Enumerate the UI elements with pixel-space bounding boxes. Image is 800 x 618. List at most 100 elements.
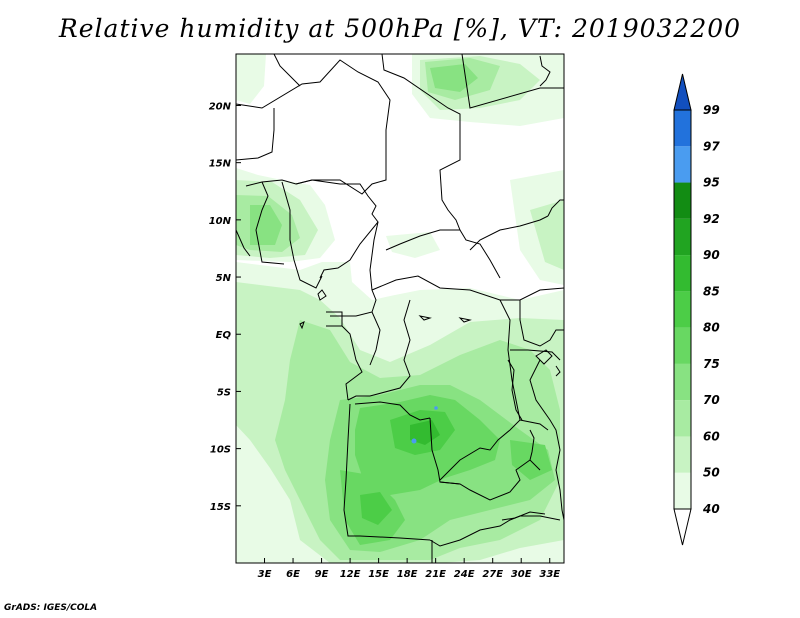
y-tick-label: 5N bbox=[216, 273, 232, 284]
country-border bbox=[529, 359, 564, 521]
humidity-field bbox=[236, 54, 564, 563]
x-tick-label: 15E bbox=[368, 569, 389, 580]
country-border bbox=[236, 229, 251, 257]
colorbar-level-label: 99 bbox=[703, 103, 720, 117]
country-border bbox=[510, 349, 561, 361]
x-tick-label: 30E bbox=[511, 569, 532, 580]
rh-region-peak-2 bbox=[360, 492, 392, 525]
colorbar-segment bbox=[674, 110, 691, 147]
rh-region-north-3 bbox=[430, 64, 478, 92]
map-title: Relative humidity at 500hPa [%], VT: 201… bbox=[58, 14, 742, 43]
country-border bbox=[539, 55, 551, 87]
country-border bbox=[273, 54, 301, 87]
country-border bbox=[330, 221, 379, 317]
country-border bbox=[369, 311, 381, 366]
y-axis: 20N 15N 10N 5N EQ 5S 10S 15S bbox=[209, 101, 241, 513]
y-tick-label: EQ bbox=[216, 330, 232, 341]
x-tick-label: 21E bbox=[425, 569, 446, 580]
colorbar-level-label: 60 bbox=[703, 429, 720, 443]
rh-spot bbox=[434, 406, 438, 410]
island bbox=[317, 289, 327, 301]
x-tick-label: 3E bbox=[258, 569, 272, 580]
colorbar-segment bbox=[674, 291, 691, 328]
island bbox=[299, 321, 305, 330]
rh-region-gulf bbox=[250, 205, 282, 245]
colorbar-level-label: 90 bbox=[703, 248, 720, 262]
colorbar-frame bbox=[673, 109, 692, 510]
y-tick-label: 20N bbox=[209, 101, 232, 112]
colorbar-level-label: 97 bbox=[703, 139, 720, 153]
country-border bbox=[281, 181, 323, 289]
colorbar-level-label: 70 bbox=[703, 393, 720, 407]
country-border bbox=[385, 229, 460, 251]
colorbar-segment bbox=[674, 327, 691, 364]
colorbar-segment bbox=[674, 400, 691, 437]
country-border bbox=[354, 401, 431, 421]
country-border bbox=[519, 300, 564, 347]
colorbar-segment bbox=[674, 255, 691, 292]
country-border bbox=[547, 199, 564, 217]
lake-border bbox=[418, 315, 432, 321]
country-border bbox=[469, 215, 549, 251]
x-axis: 3E 6E 9E 12E 15E 18E 21E 24E 27E 30E 33E bbox=[258, 558, 560, 580]
country-border bbox=[439, 299, 521, 481]
colorbar-segment bbox=[674, 363, 691, 401]
colorbar-low-arrow bbox=[673, 508, 692, 546]
rh-region-chad bbox=[386, 232, 440, 258]
rh-region-east-core bbox=[510, 440, 552, 480]
country-border bbox=[519, 419, 549, 431]
colorbar-level-label: 40 bbox=[702, 502, 720, 516]
colorbar-level-label: 95 bbox=[703, 176, 720, 190]
lake-border bbox=[507, 359, 523, 421]
colorbar-level-label: 75 bbox=[703, 357, 720, 371]
x-tick-label: 24E bbox=[454, 569, 475, 580]
colorbar: 40 50 60 70 75 80 85 90 92 95 97 99 bbox=[673, 73, 720, 546]
lake-border bbox=[458, 317, 472, 323]
grads-credit: GrADS: IGES/COLA bbox=[4, 603, 98, 613]
rh-region-northwest bbox=[236, 54, 266, 104]
country-border bbox=[326, 311, 343, 327]
y-tick-label: 15S bbox=[210, 502, 231, 513]
x-tick-label: 9E bbox=[315, 569, 329, 580]
country-border bbox=[439, 459, 541, 501]
country-border bbox=[429, 515, 561, 547]
rh-spot bbox=[411, 438, 417, 444]
y-tick-label: 5S bbox=[217, 387, 231, 398]
colorbar-segment bbox=[674, 182, 691, 219]
y-tick-label: 10N bbox=[209, 216, 232, 227]
country-border bbox=[343, 403, 431, 541]
x-tick-label: 27E bbox=[482, 569, 503, 580]
colorbar-level-label: 80 bbox=[703, 321, 720, 335]
country-border bbox=[381, 54, 501, 279]
plot-frame bbox=[235, 53, 565, 564]
x-tick-label: 6E bbox=[286, 569, 300, 580]
country-borders bbox=[236, 54, 564, 563]
country-border bbox=[236, 59, 391, 195]
y-tick-label: 10S bbox=[210, 445, 231, 456]
colorbar-level-label: 50 bbox=[703, 466, 720, 480]
rh-90-regions bbox=[410, 420, 440, 445]
rh-97-spots bbox=[411, 406, 438, 444]
country-border bbox=[236, 108, 275, 161]
rh-region-east bbox=[530, 200, 564, 270]
country-border bbox=[501, 511, 546, 521]
country-border bbox=[347, 299, 411, 401]
colorbar-level-label: 85 bbox=[703, 284, 720, 298]
country-border bbox=[255, 181, 285, 265]
x-tick-label: 33E bbox=[539, 569, 560, 580]
country-border bbox=[341, 325, 363, 401]
country-border bbox=[295, 179, 379, 279]
colorbar-level-label: 92 bbox=[703, 212, 720, 226]
colorbar-segment bbox=[674, 218, 691, 256]
colorbar-segment bbox=[674, 436, 691, 473]
x-tick-label: 12E bbox=[340, 569, 361, 580]
lake-border bbox=[535, 349, 553, 365]
colorbar-segment bbox=[674, 472, 691, 509]
country-border bbox=[461, 54, 564, 109]
rh-region-max bbox=[410, 420, 440, 445]
country-border bbox=[371, 275, 564, 301]
country-border bbox=[555, 365, 561, 377]
y-tick-label: 15N bbox=[209, 159, 232, 170]
colorbar-segment bbox=[674, 146, 691, 183]
